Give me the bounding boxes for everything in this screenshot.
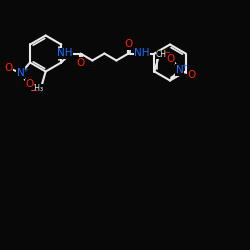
Text: −: − <box>163 48 170 57</box>
Text: CH₃: CH₃ <box>156 50 170 59</box>
Text: CH₃: CH₃ <box>30 84 44 93</box>
Text: N: N <box>176 65 184 75</box>
Text: O: O <box>25 79 34 89</box>
Text: NH: NH <box>134 48 150 58</box>
Text: O: O <box>124 39 132 49</box>
Text: −: − <box>30 86 37 95</box>
Text: N: N <box>17 68 24 78</box>
Text: +: + <box>181 64 187 70</box>
Text: O: O <box>166 54 175 64</box>
Text: O: O <box>4 63 12 73</box>
Text: O: O <box>188 70 196 80</box>
Text: O: O <box>76 58 85 68</box>
Text: NH: NH <box>57 48 73 58</box>
Text: +: + <box>22 66 28 72</box>
